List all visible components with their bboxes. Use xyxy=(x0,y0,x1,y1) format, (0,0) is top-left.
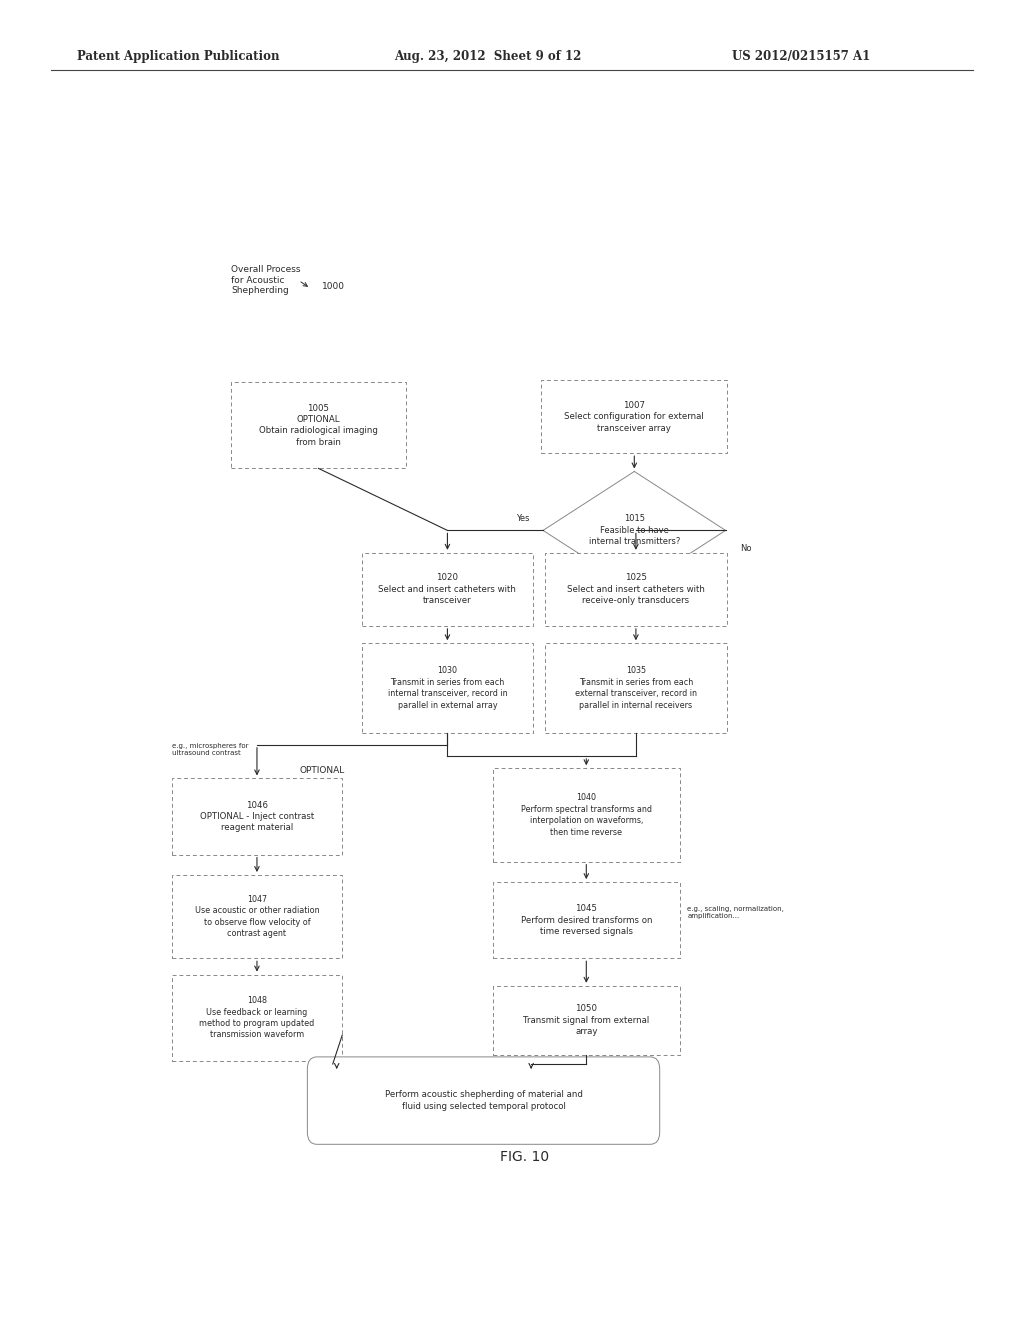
Text: e.g., microspheres for
ultrasound contrast: e.g., microspheres for ultrasound contra… xyxy=(172,743,248,756)
Text: 1030
Transmit in series from each
internal transceiver, record in
parallel in ex: 1030 Transmit in series from each intern… xyxy=(388,667,507,710)
Text: 1050
Transmit signal from external
array: 1050 Transmit signal from external array xyxy=(523,1005,649,1036)
FancyBboxPatch shape xyxy=(362,553,532,626)
Text: Perform acoustic shepherding of material and
fluid using selected temporal proto: Perform acoustic shepherding of material… xyxy=(385,1090,583,1111)
Text: 1046
OPTIONAL - Inject contrast
reagent material: 1046 OPTIONAL - Inject contrast reagent … xyxy=(200,800,314,833)
Text: 1047
Use acoustic or other radiation
to observe flow velocity of
contrast agent: 1047 Use acoustic or other radiation to … xyxy=(195,895,319,939)
FancyBboxPatch shape xyxy=(172,974,342,1061)
FancyBboxPatch shape xyxy=(172,779,342,854)
Text: 1040
Perform spectral transforms and
interpolation on waveforms,
then time rever: 1040 Perform spectral transforms and int… xyxy=(521,793,652,837)
Text: 1015
Feasible to have
internal transmitters?: 1015 Feasible to have internal transmitt… xyxy=(589,515,680,546)
FancyBboxPatch shape xyxy=(172,875,342,958)
Text: 1007
Select configuration for external
transceiver array: 1007 Select configuration for external t… xyxy=(564,400,703,433)
FancyBboxPatch shape xyxy=(545,553,727,626)
Text: 1020
Select and insert catheters with
transceiver: 1020 Select and insert catheters with tr… xyxy=(379,573,516,606)
FancyBboxPatch shape xyxy=(362,643,532,733)
FancyBboxPatch shape xyxy=(545,643,727,733)
Text: 1035
Transmit in series from each
external transceiver, record in
parallel in in: 1035 Transmit in series from each extern… xyxy=(574,667,697,710)
Text: 1005
OPTIONAL
Obtain radiological imaging
from brain: 1005 OPTIONAL Obtain radiological imagin… xyxy=(259,404,378,447)
FancyBboxPatch shape xyxy=(231,381,406,469)
Text: 1000: 1000 xyxy=(323,282,345,290)
FancyBboxPatch shape xyxy=(541,380,727,453)
Text: Yes: Yes xyxy=(516,513,530,523)
Text: Aug. 23, 2012  Sheet 9 of 12: Aug. 23, 2012 Sheet 9 of 12 xyxy=(394,50,582,63)
Text: Overall Process
for Acoustic
Shepherding: Overall Process for Acoustic Shepherding xyxy=(231,265,301,294)
FancyBboxPatch shape xyxy=(307,1057,659,1144)
Text: 1025
Select and insert catheters with
receive-only transducers: 1025 Select and insert catheters with re… xyxy=(567,573,705,606)
FancyBboxPatch shape xyxy=(494,986,680,1055)
Text: 1048
Use feedback or learning
method to program updated
transmission waveform: 1048 Use feedback or learning method to … xyxy=(200,997,314,1039)
Text: OPTIONAL: OPTIONAL xyxy=(300,766,345,775)
Text: No: No xyxy=(739,544,752,553)
Text: e.g., scaling, normalization,
amplification...: e.g., scaling, normalization, amplificat… xyxy=(687,906,784,919)
FancyBboxPatch shape xyxy=(494,882,680,958)
FancyBboxPatch shape xyxy=(494,768,680,862)
Text: FIG. 10: FIG. 10 xyxy=(501,1150,549,1163)
Text: 1045
Perform desired transforms on
time reversed signals: 1045 Perform desired transforms on time … xyxy=(520,904,652,936)
Text: Patent Application Publication: Patent Application Publication xyxy=(77,50,280,63)
Text: US 2012/0215157 A1: US 2012/0215157 A1 xyxy=(732,50,870,63)
